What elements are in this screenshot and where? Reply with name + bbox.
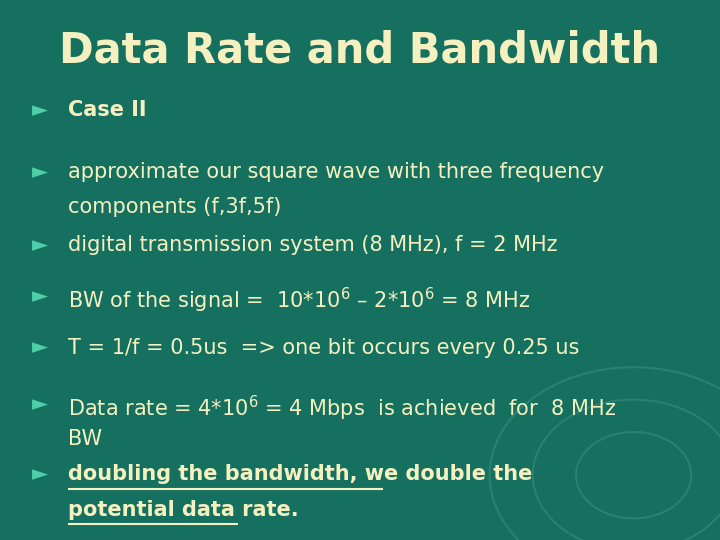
Text: ►: ► xyxy=(32,100,48,120)
Text: T = 1/f = 0.5us  => one bit occurs every 0.25 us: T = 1/f = 0.5us => one bit occurs every … xyxy=(68,338,580,357)
Text: ►: ► xyxy=(32,286,48,306)
Text: Case II: Case II xyxy=(68,100,147,120)
Text: doubling the bandwidth, we double the: doubling the bandwidth, we double the xyxy=(68,464,533,484)
Text: BW of the signal =  10*10$^{6}$ – 2*10$^{6}$ = 8 MHz: BW of the signal = 10*10$^{6}$ – 2*10$^{… xyxy=(68,286,531,315)
Text: approximate our square wave with three frequency: approximate our square wave with three f… xyxy=(68,162,605,182)
Text: BW: BW xyxy=(68,429,102,449)
Text: ►: ► xyxy=(32,162,48,182)
Text: ►: ► xyxy=(32,394,48,414)
Text: Data Rate and Bandwidth: Data Rate and Bandwidth xyxy=(60,30,660,72)
Text: ►: ► xyxy=(32,338,48,357)
Text: components (f,3f,5f): components (f,3f,5f) xyxy=(68,197,282,217)
Text: potential data rate.: potential data rate. xyxy=(68,500,299,519)
Text: ►: ► xyxy=(32,464,48,484)
Text: ►: ► xyxy=(32,235,48,255)
Text: Data rate = 4*10$^{6}$ = 4 Mbps  is achieved  for  8 MHz: Data rate = 4*10$^{6}$ = 4 Mbps is achie… xyxy=(68,394,616,423)
Text: digital transmission system (8 MHz), f = 2 MHz: digital transmission system (8 MHz), f =… xyxy=(68,235,558,255)
